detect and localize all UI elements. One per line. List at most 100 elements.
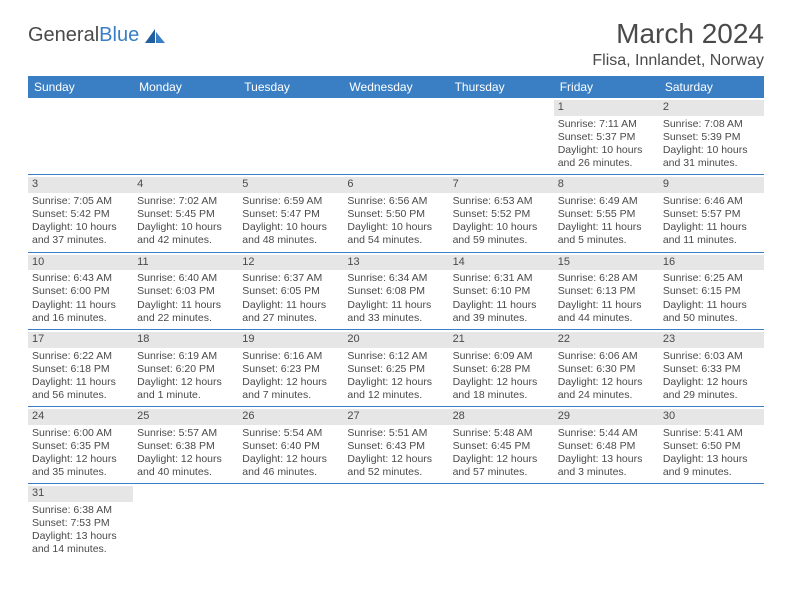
sunrise-text: Sunrise: 7:05 AM: [32, 195, 129, 208]
day-cell: 14Sunrise: 6:31 AMSunset: 6:10 PMDayligh…: [449, 253, 554, 329]
sunrise-text: Sunrise: 7:08 AM: [663, 118, 760, 131]
sunset-text: Sunset: 6:33 PM: [663, 363, 760, 376]
location-text: Flisa, Innlandet, Norway: [592, 52, 764, 70]
day-cell: 20Sunrise: 6:12 AMSunset: 6:25 PMDayligh…: [343, 330, 448, 406]
day-number: 23: [659, 332, 764, 348]
day-cell: 22Sunrise: 6:06 AMSunset: 6:30 PMDayligh…: [554, 330, 659, 406]
sunrise-text: Sunrise: 5:48 AM: [453, 427, 550, 440]
day-cell: 10Sunrise: 6:43 AMSunset: 6:00 PMDayligh…: [28, 253, 133, 329]
sunset-text: Sunset: 5:50 PM: [347, 208, 444, 221]
sunset-text: Sunset: 5:57 PM: [663, 208, 760, 221]
day-cell: 31Sunrise: 6:38 AMSunset: 7:53 PMDayligh…: [28, 484, 133, 560]
day-number: 30: [659, 409, 764, 425]
week-row: 10Sunrise: 6:43 AMSunset: 6:00 PMDayligh…: [28, 253, 764, 330]
sunrise-text: Sunrise: 6:43 AM: [32, 272, 129, 285]
daylight-text: Daylight: 10 hours: [137, 221, 234, 234]
daylight-text: and 7 minutes.: [242, 389, 339, 402]
daylight-text: Daylight: 11 hours: [663, 299, 760, 312]
sunset-text: Sunset: 5:37 PM: [558, 131, 655, 144]
day-cell: [343, 98, 448, 174]
daylight-text: and 18 minutes.: [453, 389, 550, 402]
day-number: 7: [449, 177, 554, 193]
daylight-text: and 37 minutes.: [32, 234, 129, 247]
daylight-text: Daylight: 13 hours: [32, 530, 129, 543]
daylight-text: and 39 minutes.: [453, 312, 550, 325]
sunset-text: Sunset: 6:00 PM: [32, 285, 129, 298]
day-cell: [133, 98, 238, 174]
day-cell: 18Sunrise: 6:19 AMSunset: 6:20 PMDayligh…: [133, 330, 238, 406]
sunrise-text: Sunrise: 6:40 AM: [137, 272, 234, 285]
daylight-text: Daylight: 11 hours: [558, 299, 655, 312]
daylight-text: Daylight: 12 hours: [32, 453, 129, 466]
daylight-text: and 12 minutes.: [347, 389, 444, 402]
daylight-text: Daylight: 12 hours: [453, 376, 550, 389]
day-cell: [449, 484, 554, 560]
day-cell: 21Sunrise: 6:09 AMSunset: 6:28 PMDayligh…: [449, 330, 554, 406]
daylight-text: and 16 minutes.: [32, 312, 129, 325]
day-cell: [133, 484, 238, 560]
sunrise-text: Sunrise: 6:09 AM: [453, 350, 550, 363]
sunset-text: Sunset: 6:25 PM: [347, 363, 444, 376]
day-cell: [554, 484, 659, 560]
daylight-text: Daylight: 10 hours: [347, 221, 444, 234]
day-number: 27: [343, 409, 448, 425]
daylight-text: Daylight: 12 hours: [663, 376, 760, 389]
daylight-text: and 1 minute.: [137, 389, 234, 402]
sunrise-text: Sunrise: 5:51 AM: [347, 427, 444, 440]
day-cell: 7Sunrise: 6:53 AMSunset: 5:52 PMDaylight…: [449, 175, 554, 251]
daylight-text: and 29 minutes.: [663, 389, 760, 402]
day-cell: [28, 98, 133, 174]
day-number: 4: [133, 177, 238, 193]
day-number: 13: [343, 255, 448, 271]
logo-word2: Blue: [99, 24, 139, 47]
day-cell: 16Sunrise: 6:25 AMSunset: 6:15 PMDayligh…: [659, 253, 764, 329]
day-cell: 13Sunrise: 6:34 AMSunset: 6:08 PMDayligh…: [343, 253, 448, 329]
week-row: 17Sunrise: 6:22 AMSunset: 6:18 PMDayligh…: [28, 330, 764, 407]
sunrise-text: Sunrise: 6:46 AM: [663, 195, 760, 208]
daylight-text: and 44 minutes.: [558, 312, 655, 325]
logo-sail-icon: [143, 27, 167, 45]
day-cell: 11Sunrise: 6:40 AMSunset: 6:03 PMDayligh…: [133, 253, 238, 329]
day-cell: 15Sunrise: 6:28 AMSunset: 6:13 PMDayligh…: [554, 253, 659, 329]
sunset-text: Sunset: 5:45 PM: [137, 208, 234, 221]
daylight-text: and 59 minutes.: [453, 234, 550, 247]
daylight-text: Daylight: 11 hours: [242, 299, 339, 312]
day-number: 28: [449, 409, 554, 425]
daylight-text: and 26 minutes.: [558, 157, 655, 170]
day-number: 6: [343, 177, 448, 193]
sunrise-text: Sunrise: 6:59 AM: [242, 195, 339, 208]
sunrise-text: Sunrise: 6:03 AM: [663, 350, 760, 363]
day-number: 11: [133, 255, 238, 271]
daylight-text: Daylight: 12 hours: [347, 453, 444, 466]
sunset-text: Sunset: 6:10 PM: [453, 285, 550, 298]
sunrise-text: Sunrise: 6:28 AM: [558, 272, 655, 285]
weekday-cell: Saturday: [659, 76, 764, 98]
sunrise-text: Sunrise: 6:38 AM: [32, 504, 129, 517]
day-number: 25: [133, 409, 238, 425]
title-block: March 2024 Flisa, Innlandet, Norway: [592, 18, 764, 70]
daylight-text: and 27 minutes.: [242, 312, 339, 325]
day-cell: 1Sunrise: 7:11 AMSunset: 5:37 PMDaylight…: [554, 98, 659, 174]
day-number: 29: [554, 409, 659, 425]
sunset-text: Sunset: 6:15 PM: [663, 285, 760, 298]
sunrise-text: Sunrise: 5:54 AM: [242, 427, 339, 440]
day-cell: 8Sunrise: 6:49 AMSunset: 5:55 PMDaylight…: [554, 175, 659, 251]
day-cell: 29Sunrise: 5:44 AMSunset: 6:48 PMDayligh…: [554, 407, 659, 483]
sunset-text: Sunset: 6:05 PM: [242, 285, 339, 298]
week-row: 31Sunrise: 6:38 AMSunset: 7:53 PMDayligh…: [28, 484, 764, 560]
day-cell: 9Sunrise: 6:46 AMSunset: 5:57 PMDaylight…: [659, 175, 764, 251]
sunrise-text: Sunrise: 6:37 AM: [242, 272, 339, 285]
daylight-text: Daylight: 10 hours: [453, 221, 550, 234]
day-cell: 5Sunrise: 6:59 AMSunset: 5:47 PMDaylight…: [238, 175, 343, 251]
daylight-text: and 50 minutes.: [663, 312, 760, 325]
sunset-text: Sunset: 6:28 PM: [453, 363, 550, 376]
week-row: 24Sunrise: 6:00 AMSunset: 6:35 PMDayligh…: [28, 407, 764, 484]
daylight-text: Daylight: 10 hours: [32, 221, 129, 234]
daylight-text: Daylight: 11 hours: [453, 299, 550, 312]
daylight-text: and 35 minutes.: [32, 466, 129, 479]
day-number: 5: [238, 177, 343, 193]
day-cell: 4Sunrise: 7:02 AMSunset: 5:45 PMDaylight…: [133, 175, 238, 251]
week-row: 3Sunrise: 7:05 AMSunset: 5:42 PMDaylight…: [28, 175, 764, 252]
sunset-text: Sunset: 6:35 PM: [32, 440, 129, 453]
sunrise-text: Sunrise: 6:49 AM: [558, 195, 655, 208]
